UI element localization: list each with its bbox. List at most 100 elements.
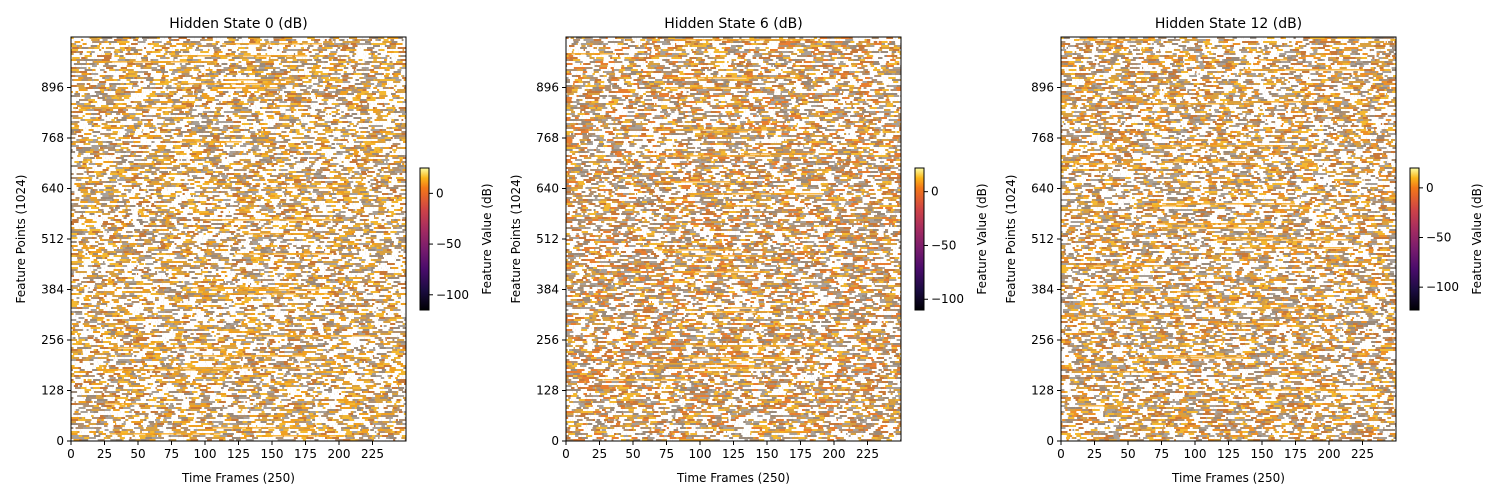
- heatmap-cell: [357, 55, 365, 57]
- heatmap-cell: [287, 101, 291, 103]
- heatmap-cell: [245, 93, 247, 95]
- heatmap-cell: [211, 109, 217, 111]
- heatmap-cell: [198, 99, 202, 101]
- heatmap-cell: [232, 111, 237, 113]
- heatmap-cell: [91, 73, 98, 75]
- heatmap-cell: [377, 39, 379, 41]
- heatmap-cell: [354, 73, 362, 75]
- heatmap-cell: [85, 85, 90, 87]
- heatmap-cell: [331, 99, 333, 101]
- heatmap-cell: [351, 65, 358, 67]
- heatmap-cell: [98, 87, 106, 89]
- heatmap-cell: [248, 89, 253, 91]
- heatmap-cell: [249, 59, 256, 61]
- heatmap-cell: [207, 99, 209, 101]
- heatmap-cell: [81, 103, 84, 105]
- heatmap-cell: [257, 107, 260, 109]
- heatmap-cell: [376, 93, 379, 95]
- heatmap-cell: [340, 109, 342, 111]
- heatmap-cell: [150, 81, 151, 83]
- heatmap-cell: [171, 97, 178, 99]
- heatmap-cell: [283, 65, 287, 67]
- heatmap-cell: [129, 47, 132, 49]
- heatmap-cell: [269, 57, 270, 59]
- heatmap-cell: [179, 111, 184, 113]
- heatmap-cell: [257, 97, 265, 99]
- heatmap-cell: [267, 101, 272, 103]
- heatmap-cell: [324, 105, 328, 107]
- heatmap-cell: [214, 115, 219, 117]
- heatmap-cell: [312, 99, 319, 101]
- heatmap-cell: [265, 89, 270, 91]
- heatmap-cell: [102, 117, 110, 119]
- heatmap-cell: [399, 51, 406, 53]
- heatmap-cell: [88, 91, 95, 93]
- heatmap-cell: [333, 89, 336, 91]
- heatmap-cell: [291, 115, 294, 117]
- heatmap-cell: [310, 55, 316, 57]
- heatmap-cell: [231, 107, 234, 109]
- heatmap-cell: [317, 93, 323, 95]
- heatmap-cell: [234, 103, 238, 105]
- heatmap-cell: [263, 81, 268, 83]
- heatmap-cell: [379, 43, 387, 45]
- heatmap-cell: [91, 51, 95, 53]
- heatmap-cell: [308, 77, 312, 79]
- heatmap-cell: [262, 117, 268, 119]
- heatmap-cell: [198, 53, 203, 55]
- heatmap-cell: [71, 95, 76, 97]
- heatmap-cell: [195, 49, 203, 51]
- heatmap-cell: [317, 97, 324, 99]
- heatmap-cell: [77, 97, 80, 99]
- heatmap-cell: [248, 115, 252, 117]
- heatmap-cell: [227, 57, 232, 59]
- heatmap-cell: [281, 41, 288, 43]
- heatmap-cell: [339, 103, 347, 105]
- heatmap-cell: [192, 111, 195, 113]
- heatmap-cell: [88, 89, 95, 91]
- heatmap-cell: [166, 45, 170, 47]
- heatmap-cell: [81, 119, 85, 121]
- heatmap-cell: [82, 47, 89, 49]
- heatmap-cell: [83, 105, 90, 107]
- heatmap-cell: [318, 61, 322, 63]
- heatmap-cell: [395, 105, 397, 107]
- heatmap-cell: [71, 75, 75, 77]
- heatmap-cell: [194, 105, 195, 107]
- heatmap-cell: [328, 103, 332, 105]
- heatmap-cell: [199, 101, 205, 103]
- heatmap-cell: [272, 109, 279, 111]
- heatmap-cell: [232, 41, 235, 43]
- heatmap-cell: [119, 43, 126, 45]
- heatmap-cell: [224, 111, 230, 113]
- heatmap-cell: [242, 107, 248, 109]
- heatmap-cell: [187, 113, 192, 115]
- heatmap-cell: [248, 81, 255, 83]
- heatmap-cell: [168, 79, 170, 81]
- heatmap-cell: [136, 109, 143, 111]
- heatmap-cell: [304, 115, 306, 117]
- heatmap-cell: [110, 53, 112, 55]
- heatmap-cell: [95, 91, 101, 93]
- heatmap-cell: [117, 41, 123, 43]
- heatmap-cell: [183, 89, 187, 91]
- heatmap-cell: [179, 105, 187, 107]
- heatmap-cell: [131, 101, 134, 103]
- heatmap-cell: [275, 69, 279, 71]
- heatmap-cell: [334, 65, 340, 67]
- heatmap-cell: [166, 105, 171, 107]
- heatmap-cell: [350, 77, 353, 79]
- heatmap-cell: [190, 71, 191, 73]
- heatmap-cell: [251, 53, 257, 55]
- heatmap-cell: [342, 75, 348, 77]
- heatmap-cell: [279, 63, 282, 65]
- heatmap-cell: [81, 105, 83, 107]
- heatmap-cell: [287, 51, 292, 53]
- heatmap-cell: [177, 49, 179, 51]
- heatmap-cell: [374, 91, 379, 93]
- heatmap-cell: [390, 57, 392, 59]
- heatmap-cell: [328, 99, 331, 101]
- heatmap-cell: [363, 89, 367, 91]
- heatmap-cell: [206, 43, 212, 45]
- heatmap-cell: [142, 91, 144, 93]
